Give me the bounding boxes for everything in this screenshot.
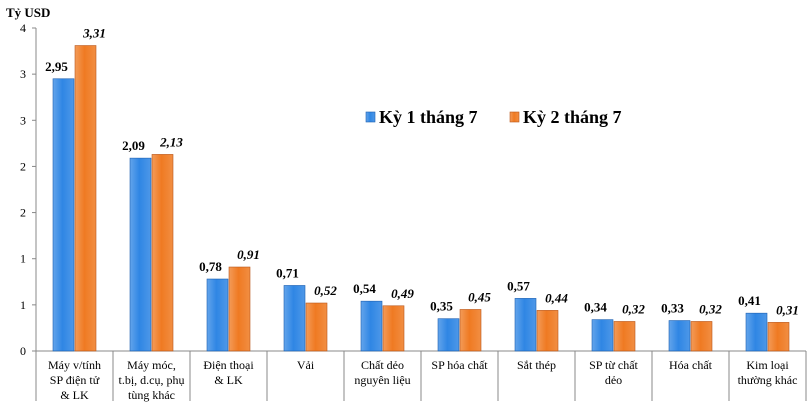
data-label-ky1: 2,09 [122,138,145,153]
bar-ky1 [360,300,383,352]
bar-ky1 [514,298,537,352]
data-label-ky2: 0,52 [314,283,337,298]
bar-ky1 [745,312,768,352]
data-label-ky1: 0,41 [738,293,761,308]
y-tick-label: 1 [20,252,26,266]
bar-ky2 [228,266,251,352]
x-category-label: Máy móc, t.bị, d.cụ, phụ tùng khác [119,358,185,402]
y-tick-label: 2 [20,159,26,173]
data-label-ky2: 2,13 [159,134,183,149]
data-label-ky1: 0,78 [199,259,222,274]
x-category-label: Sắt thép [517,358,556,372]
data-label-ky2: 0,44 [545,290,568,305]
y-tick-label: 0 [20,344,26,358]
data-label-ky1: 2,95 [45,59,68,74]
bar-ky2 [151,154,174,352]
data-label-ky1: 0,34 [584,300,607,315]
x-category-label: Kim loại thường khác [738,358,798,387]
y-tick-label: 1 [20,298,26,312]
x-category-label: Vải [297,358,315,372]
data-label-ky2: 0,32 [622,301,645,316]
data-label-ky2: 0,32 [699,301,722,316]
y-axis-label: Tỷ USD [6,5,50,20]
bar-ky2 [536,310,559,352]
x-category-label: Chất dẻo nguyên liệu [354,358,410,387]
bar-ky2 [613,321,636,352]
data-label-ky1: 0,71 [276,265,299,280]
x-category-label: SP từ chất dẻo [589,358,638,387]
bar-ky1 [283,285,306,352]
bar-ky2 [690,321,713,352]
bar-ky2 [382,305,405,352]
data-label-ky1: 0,35 [430,299,453,314]
legend-swatch [509,111,520,123]
bar-ky1 [206,278,229,352]
data-label-ky2: 0,31 [776,302,799,317]
x-category-label: SP hóa chất [431,358,488,372]
data-label-ky2: 0,45 [468,289,491,304]
bar-ky2 [74,45,97,352]
x-category-label: Máy v/tính SP điện tử & LK [48,358,101,402]
bar-ky2 [459,309,482,352]
y-tick-label: 2 [20,206,26,220]
bar-ky1 [52,78,75,352]
data-label-ky1: 0,54 [353,281,376,296]
legend-label: Kỳ 1 tháng 7 [379,107,478,127]
y-tick-label: 3 [20,113,26,127]
y-tick-label: 3 [20,67,26,81]
data-label-ky2: 0,91 [237,247,260,262]
x-category-label: Điện thoại & LK [203,358,254,387]
x-category-label: Hóa chất [669,358,713,372]
data-label-ky1: 0,33 [661,301,684,316]
bar-ky2 [305,302,328,352]
bar-ky1 [437,318,460,352]
legend-label: Kỳ 2 tháng 7 [523,107,622,127]
bar-ky1 [591,319,614,352]
bar-ky2 [767,322,790,352]
data-label-ky2: 3,31 [82,26,106,41]
data-label-ky2: 0,49 [391,286,414,301]
data-label-ky1: 0,57 [507,278,530,293]
bar-ky1 [129,157,152,352]
bar-ky1 [668,320,691,352]
y-tick-label: 4 [20,21,26,35]
legend-swatch [365,111,376,123]
